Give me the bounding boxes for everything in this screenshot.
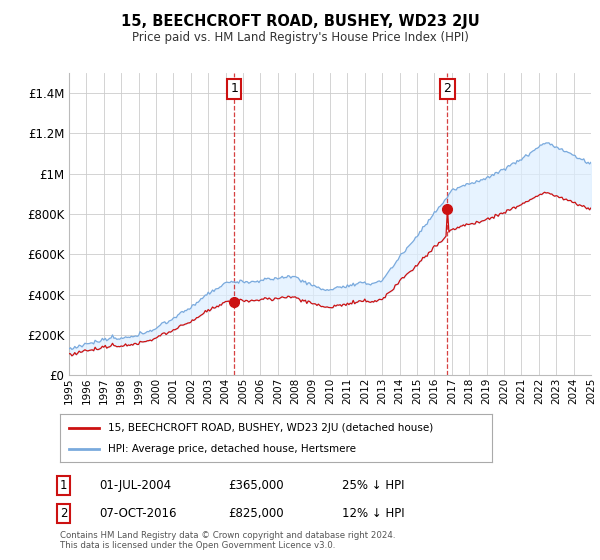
Text: 01-JUL-2004: 01-JUL-2004	[99, 479, 171, 492]
Text: 1: 1	[230, 82, 238, 95]
Text: HPI: Average price, detached house, Hertsmere: HPI: Average price, detached house, Hert…	[107, 444, 356, 454]
Text: 12% ↓ HPI: 12% ↓ HPI	[342, 507, 404, 520]
Text: 25% ↓ HPI: 25% ↓ HPI	[342, 479, 404, 492]
Text: Price paid vs. HM Land Registry's House Price Index (HPI): Price paid vs. HM Land Registry's House …	[131, 31, 469, 44]
Text: £825,000: £825,000	[228, 507, 284, 520]
Text: 2: 2	[60, 507, 67, 520]
Text: 07-OCT-2016: 07-OCT-2016	[99, 507, 176, 520]
Text: 15, BEECHCROFT ROAD, BUSHEY, WD23 2JU: 15, BEECHCROFT ROAD, BUSHEY, WD23 2JU	[121, 14, 479, 29]
Text: £365,000: £365,000	[228, 479, 284, 492]
Text: 1: 1	[60, 479, 67, 492]
Text: 2: 2	[443, 82, 451, 95]
Text: 15, BEECHCROFT ROAD, BUSHEY, WD23 2JU (detached house): 15, BEECHCROFT ROAD, BUSHEY, WD23 2JU (d…	[107, 423, 433, 433]
Text: Contains HM Land Registry data © Crown copyright and database right 2024.
This d: Contains HM Land Registry data © Crown c…	[60, 530, 395, 550]
